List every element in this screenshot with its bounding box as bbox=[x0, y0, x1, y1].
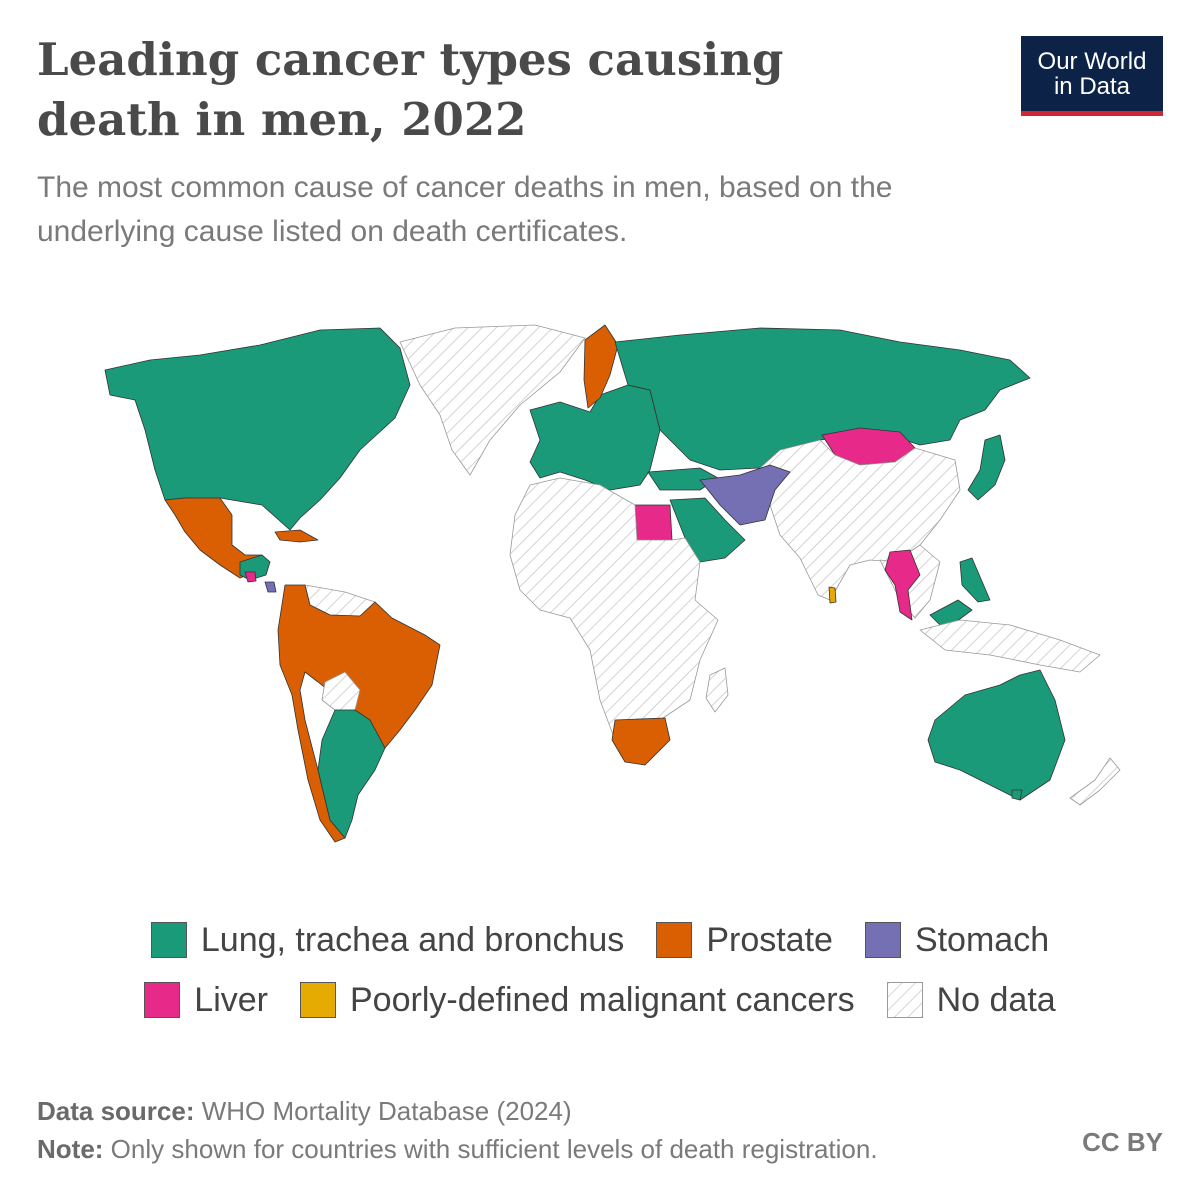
logo-line-1: Our World bbox=[1037, 47, 1147, 75]
owid-logo[interactable]: Our World in Data bbox=[1021, 36, 1163, 116]
region-sri-lanka[interactable] bbox=[828, 586, 837, 604]
region-europe[interactable] bbox=[529, 384, 661, 491]
region-scandinavia[interactable] bbox=[583, 324, 619, 409]
region-thailand[interactable] bbox=[884, 549, 921, 621]
note: Note: Only shown for countries with suff… bbox=[37, 1130, 1167, 1168]
region-egypt[interactable] bbox=[634, 504, 673, 541]
legend-swatch-poorly-defined bbox=[300, 982, 336, 1018]
region-australia[interactable] bbox=[927, 669, 1066, 801]
region-south-africa[interactable] bbox=[611, 717, 671, 766]
legend-label-prostate: Prostate bbox=[706, 920, 833, 959]
legend-swatch-liver bbox=[144, 982, 181, 1018]
region-central-america-liver[interactable] bbox=[244, 571, 257, 583]
region-africa[interactable] bbox=[509, 477, 719, 741]
legend-item-stomach[interactable]: Stomach bbox=[864, 920, 1050, 960]
region-china-south-asia[interactable] bbox=[759, 439, 961, 601]
data-source: Data source: WHO Mortality Database (202… bbox=[37, 1092, 1167, 1130]
legend-item-poorly-defined[interactable]: Poorly-defined malignant cancers bbox=[300, 981, 855, 1020]
region-greenland[interactable] bbox=[399, 324, 586, 476]
legend: Lung, trachea and bronchus Prostate Stom… bbox=[0, 910, 1200, 1030]
region-central-america-stomach[interactable] bbox=[264, 581, 277, 593]
chart-title: Leading cancer types causing death in me… bbox=[37, 33, 784, 146]
note-label: Note: bbox=[37, 1134, 104, 1164]
legend-swatch-no-data bbox=[886, 982, 923, 1018]
region-north-america[interactable] bbox=[104, 327, 411, 531]
legend-item-prostate[interactable]: Prostate bbox=[656, 921, 833, 960]
region-iran[interactable] bbox=[699, 464, 791, 526]
region-japan[interactable] bbox=[967, 434, 1006, 501]
note-text: Only shown for countries with sufficient… bbox=[110, 1134, 878, 1164]
data-source-text: WHO Mortality Database (2024) bbox=[201, 1096, 572, 1126]
region-caribbean[interactable] bbox=[274, 529, 319, 543]
region-new-zealand[interactable] bbox=[1069, 757, 1121, 806]
region-indonesia[interactable] bbox=[919, 619, 1101, 673]
world-map bbox=[104, 324, 1121, 843]
legend-label-poorly-defined: Poorly-defined malignant cancers bbox=[350, 980, 855, 1019]
legend-swatch-prostate bbox=[656, 922, 693, 958]
legend-item-liver[interactable]: Liver bbox=[144, 981, 268, 1020]
region-philippines[interactable] bbox=[959, 557, 991, 603]
legend-swatch-stomach bbox=[864, 922, 901, 958]
data-source-label: Data source: bbox=[37, 1096, 195, 1126]
footer: Data source: WHO Mortality Database (202… bbox=[37, 1092, 1167, 1168]
license-link[interactable]: CC BY bbox=[1082, 1127, 1163, 1157]
legend-label-stomach: Stomach bbox=[914, 920, 1050, 959]
legend-label-liver: Liver bbox=[194, 980, 268, 1019]
legend-label-no-data: No data bbox=[936, 980, 1056, 1019]
region-madagascar[interactable] bbox=[705, 667, 729, 713]
region-south-america-lung[interactable] bbox=[317, 709, 386, 839]
chart-subtitle: The most common cause of cancer deaths i… bbox=[37, 171, 893, 248]
logo-line-2: in Data bbox=[1053, 72, 1131, 100]
legend-item-lung[interactable]: Lung, trachea and bronchus bbox=[150, 920, 625, 960]
legend-label-lung: Lung, trachea and bronchus bbox=[200, 920, 625, 959]
region-tasmania[interactable] bbox=[1011, 789, 1023, 801]
legend-swatch-lung bbox=[150, 922, 187, 958]
legend-item-no-data[interactable]: No data bbox=[886, 980, 1056, 1020]
region-russia[interactable] bbox=[614, 327, 1031, 471]
